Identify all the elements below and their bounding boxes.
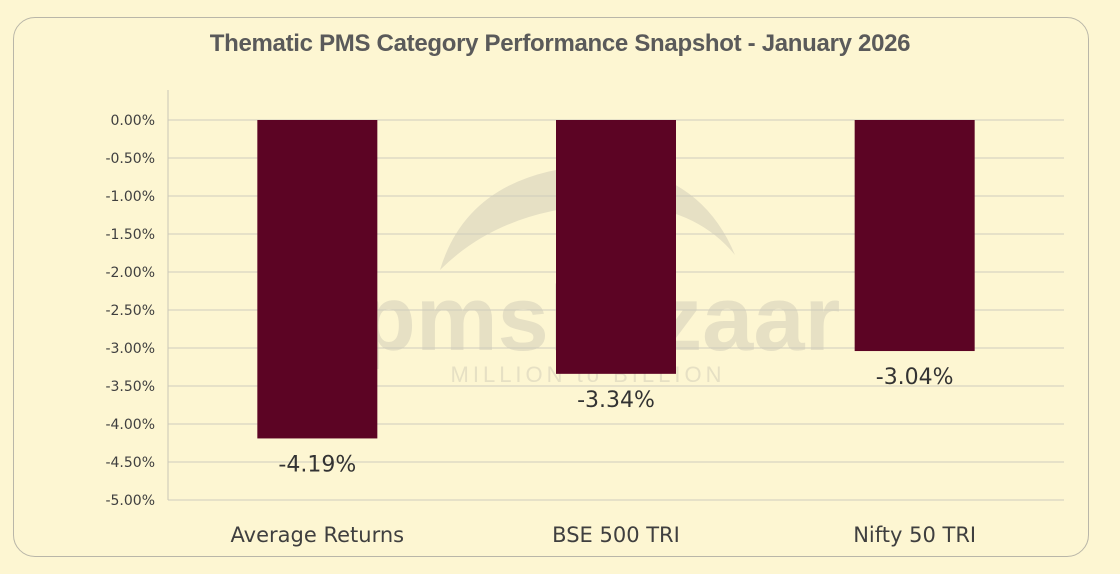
category-label: Nifty 50 TRI [853,523,976,547]
bar [854,120,975,352]
y-tick-label: 0.00% [111,113,155,129]
y-tick-label: -4.00% [105,417,155,433]
y-tick-labels: 0.00% -0.50% -1.00% -1.50% -2.00% -2.50% -3.00… [105,113,155,509]
category-label: Average Returns [231,523,405,547]
y-tick-label: -3.00% [105,341,155,357]
y-tick-label: -2.50% [105,303,155,319]
y-tick-label: -4.50% [105,455,155,471]
category-labels: Average Returns BSE 500 TRI Nifty 50 TRI [231,523,977,547]
y-tick-label: -1.00% [105,189,155,205]
y-tick-label: -2.00% [105,265,155,281]
y-tick-label: -5.00% [105,493,155,509]
y-tick-label: -1.50% [105,227,155,243]
bars [257,120,975,439]
chart-title: Thematic PMS Category Performance Snapsh… [209,30,911,57]
category-label: BSE 500 TRI [552,523,680,547]
y-tick-label: -0.50% [105,151,155,167]
data-label: -3.04% [876,365,954,390]
data-labels: -4.19% -3.34% -3.04% [278,365,953,477]
y-tick-label: -3.50% [105,379,155,395]
data-label: -3.34% [577,388,655,413]
data-label: -4.19% [278,452,356,477]
bar [257,120,378,439]
bar [556,120,676,374]
